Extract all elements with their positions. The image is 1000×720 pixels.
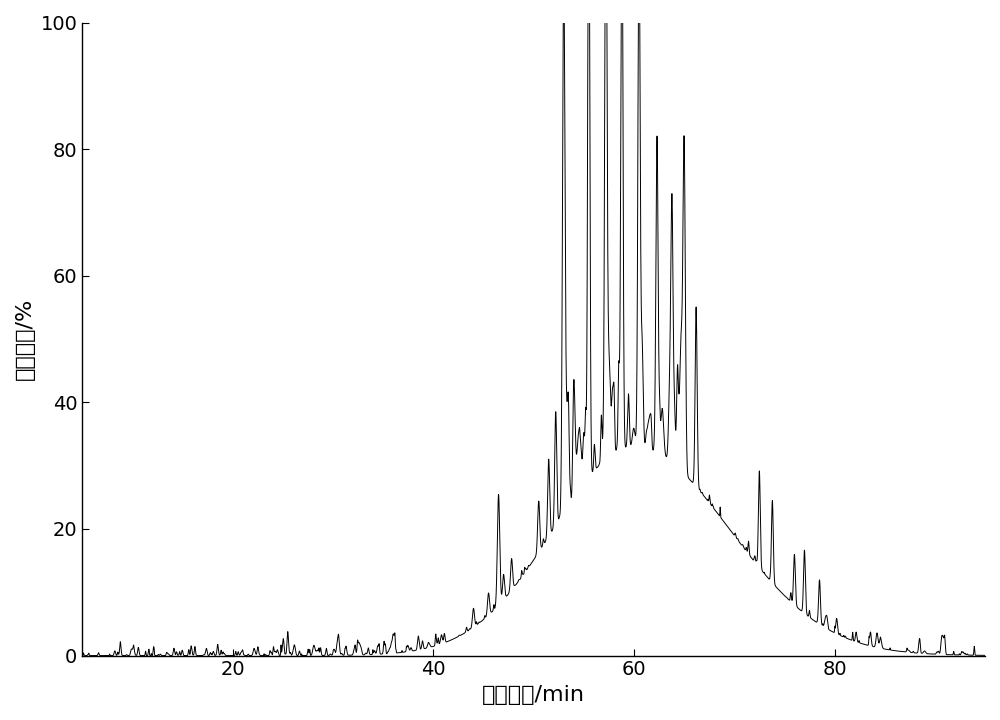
Y-axis label: 相对丰度/%: 相对丰度/% (15, 298, 35, 380)
X-axis label: 停留时间/min: 停留时间/min (482, 685, 585, 705)
